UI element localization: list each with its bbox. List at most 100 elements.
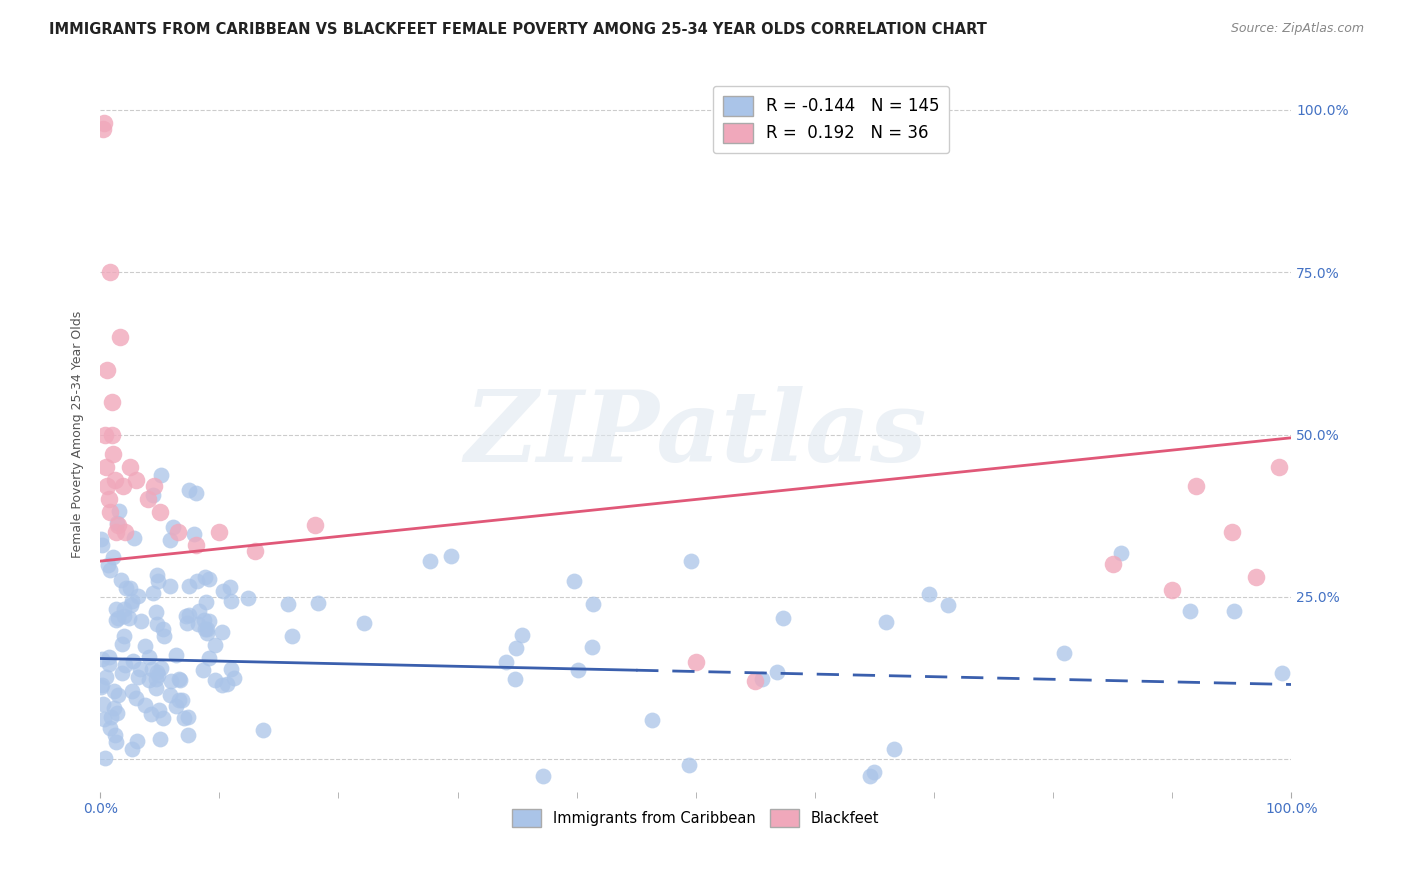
Point <box>121 683 143 698</box>
Point <box>105 516 128 530</box>
Point <box>195 622 218 636</box>
Point <box>104 728 127 742</box>
Point <box>142 586 165 600</box>
Point <box>146 617 169 632</box>
Point <box>859 769 882 783</box>
Point <box>98 721 121 735</box>
Point <box>219 662 242 676</box>
Point <box>307 597 329 611</box>
Point <box>91 539 114 553</box>
Point <box>179 607 201 622</box>
Point <box>105 735 128 749</box>
Point <box>186 574 208 588</box>
Point <box>101 549 124 564</box>
Point <box>173 711 195 725</box>
Point <box>101 395 124 409</box>
Point <box>125 734 148 748</box>
Point <box>938 598 960 612</box>
Point <box>149 467 172 482</box>
Point <box>136 492 159 507</box>
Point <box>169 673 191 687</box>
Point <box>105 706 128 721</box>
Point <box>862 764 884 779</box>
Point <box>187 617 209 632</box>
Point <box>98 265 121 279</box>
Point <box>110 573 132 587</box>
Point <box>159 579 181 593</box>
Point <box>204 673 226 687</box>
Point <box>883 741 905 756</box>
Point <box>152 622 174 636</box>
Point <box>1053 647 1076 661</box>
Point <box>98 505 121 519</box>
Point <box>159 688 181 702</box>
Point <box>114 602 136 616</box>
Point <box>104 524 127 539</box>
Point <box>277 598 299 612</box>
Point <box>145 605 167 619</box>
Point <box>194 570 217 584</box>
Point <box>531 769 554 783</box>
Point <box>125 473 148 487</box>
Point <box>104 602 127 616</box>
Point <box>97 492 120 507</box>
Point <box>121 594 143 608</box>
Point <box>111 637 134 651</box>
Point <box>110 665 132 680</box>
Point <box>766 665 789 680</box>
Point <box>211 625 233 640</box>
Point <box>1271 666 1294 681</box>
Point <box>142 479 165 493</box>
Point <box>176 616 198 631</box>
Point <box>146 665 169 679</box>
Point <box>221 594 243 608</box>
Point <box>107 689 129 703</box>
Point <box>1268 460 1291 475</box>
Point <box>127 670 149 684</box>
Point <box>121 599 143 613</box>
Point <box>419 554 441 568</box>
Point <box>127 589 149 603</box>
Point <box>146 667 169 681</box>
Point <box>93 712 115 726</box>
Point <box>145 673 167 687</box>
Point <box>165 699 187 714</box>
Point <box>512 627 534 641</box>
Point <box>107 518 129 533</box>
Point <box>97 558 120 573</box>
Point <box>111 479 134 493</box>
Point <box>103 473 125 487</box>
Point <box>103 700 125 714</box>
Point <box>177 579 200 593</box>
Point <box>124 531 146 545</box>
Point <box>167 672 190 686</box>
Point <box>134 698 156 713</box>
Point <box>108 503 131 517</box>
Point <box>177 710 200 724</box>
Point <box>145 681 167 695</box>
Point <box>194 595 217 609</box>
Point <box>91 678 114 692</box>
Point <box>177 728 200 742</box>
Point <box>562 574 585 589</box>
Point <box>96 479 118 493</box>
Point <box>114 581 136 595</box>
Point <box>122 654 145 668</box>
Point <box>304 518 326 533</box>
Point <box>129 614 152 628</box>
Point <box>1109 546 1132 560</box>
Point <box>91 697 114 711</box>
Point <box>149 661 172 675</box>
Point <box>353 615 375 630</box>
Point <box>194 622 217 636</box>
Point <box>641 713 664 727</box>
Point <box>107 611 129 625</box>
Point <box>198 614 221 628</box>
Point <box>94 427 117 442</box>
Point <box>505 641 527 656</box>
Point <box>98 563 121 577</box>
Point <box>90 532 112 546</box>
Point <box>165 648 187 663</box>
Point <box>91 651 114 665</box>
Point <box>125 691 148 706</box>
